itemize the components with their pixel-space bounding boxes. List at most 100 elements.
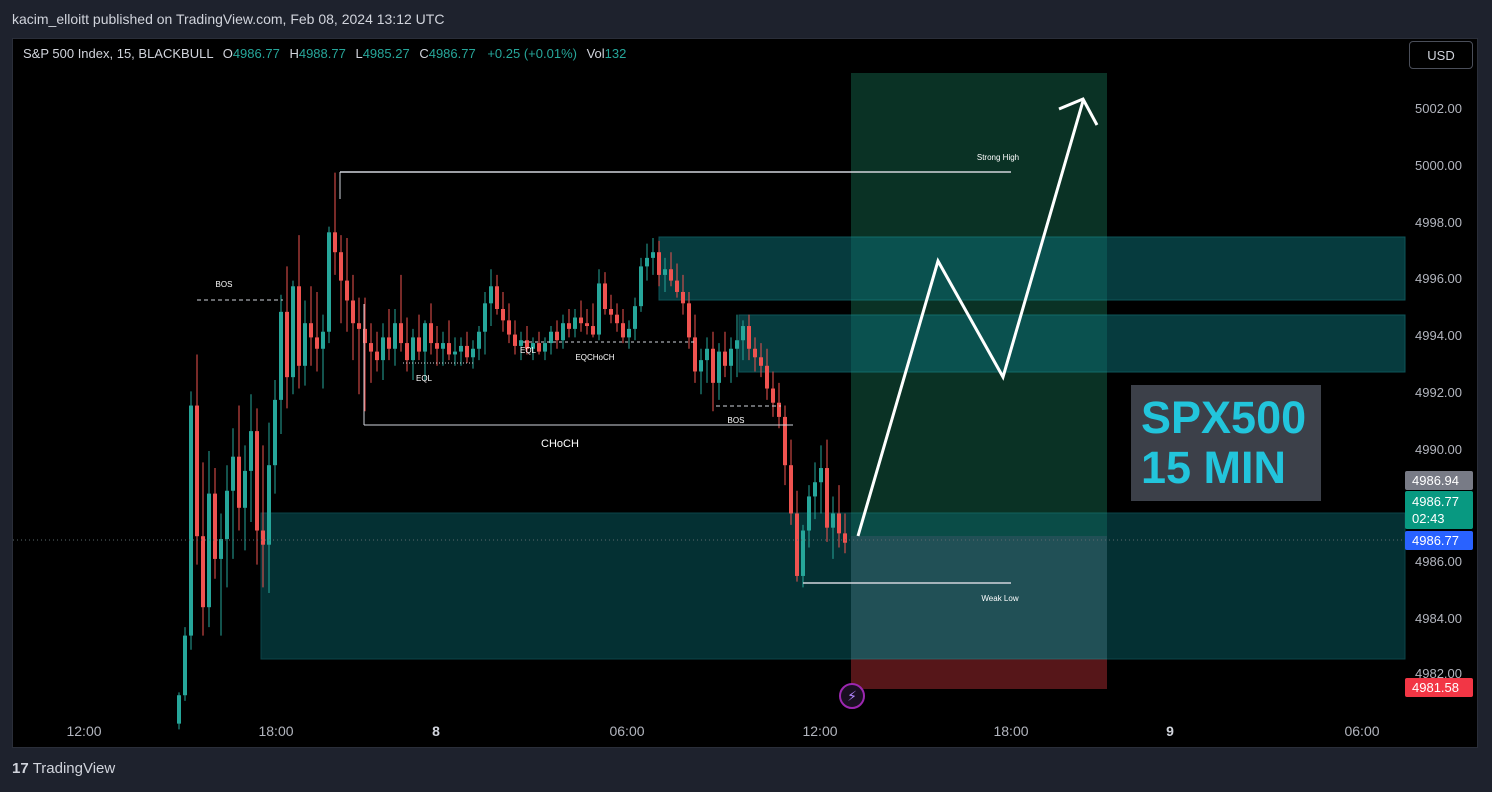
candle bbox=[717, 343, 721, 400]
candle bbox=[195, 354, 199, 565]
time-tick: 18:00 bbox=[258, 723, 294, 739]
candle bbox=[465, 331, 469, 363]
candle bbox=[471, 340, 475, 369]
candle-body bbox=[483, 303, 487, 332]
candle bbox=[741, 320, 745, 361]
candle bbox=[279, 294, 283, 434]
candle bbox=[351, 274, 355, 361]
candle-body bbox=[255, 431, 259, 531]
candle-body bbox=[777, 402, 781, 417]
candle bbox=[519, 331, 523, 361]
candle-body bbox=[477, 331, 481, 349]
low-value: 4985.27 bbox=[362, 46, 410, 61]
candle-body bbox=[177, 695, 181, 724]
publish-info: kacim_elloitt published on TradingView.c… bbox=[12, 11, 445, 27]
candle bbox=[651, 238, 655, 275]
candle-body bbox=[597, 283, 601, 335]
candle bbox=[837, 485, 841, 548]
candle bbox=[555, 320, 559, 349]
price-tick: 4992.00 bbox=[1415, 385, 1462, 400]
candle bbox=[789, 439, 793, 525]
lightning-icon[interactable]: ⚡ bbox=[839, 683, 865, 709]
candle bbox=[573, 309, 577, 338]
price-tick: 4990.00 bbox=[1415, 442, 1462, 457]
candle-body bbox=[411, 337, 415, 361]
candle bbox=[405, 317, 409, 372]
candle bbox=[687, 291, 691, 349]
candle bbox=[747, 314, 751, 361]
candle-body bbox=[285, 311, 289, 378]
candle-body bbox=[789, 465, 793, 514]
price-tick: 4994.00 bbox=[1415, 328, 1462, 343]
candle-body bbox=[513, 334, 517, 346]
candle bbox=[297, 235, 301, 389]
candle-body bbox=[351, 300, 355, 324]
candle bbox=[237, 405, 241, 531]
candle bbox=[645, 243, 649, 281]
candle bbox=[249, 394, 253, 522]
candle bbox=[795, 490, 799, 582]
candle-body bbox=[267, 465, 271, 545]
crosshair-price-label: 4986.94 bbox=[1405, 471, 1473, 490]
candle bbox=[501, 291, 505, 332]
candle-body bbox=[549, 331, 553, 344]
candle bbox=[423, 320, 427, 380]
footer-brand[interactable]: 17 TradingView bbox=[12, 760, 115, 777]
candle-body bbox=[195, 405, 199, 537]
candle-body bbox=[225, 490, 229, 540]
candle-body bbox=[525, 340, 529, 349]
candle bbox=[675, 263, 679, 298]
candle-body bbox=[357, 323, 361, 329]
candle-body bbox=[543, 343, 547, 352]
candle-body bbox=[747, 326, 751, 349]
candle-body bbox=[381, 337, 385, 361]
candle-body bbox=[453, 351, 457, 355]
candle bbox=[633, 297, 637, 341]
candle-body bbox=[279, 311, 283, 400]
candle bbox=[807, 485, 811, 548]
candle-body bbox=[315, 337, 319, 349]
candle-body bbox=[243, 470, 247, 508]
candle-body bbox=[405, 343, 409, 361]
candle bbox=[723, 331, 727, 378]
currency-button[interactable]: USD bbox=[1409, 41, 1473, 69]
candle-body bbox=[591, 326, 595, 335]
candle bbox=[285, 266, 289, 409]
candle bbox=[561, 314, 565, 349]
chart-pane[interactable]: S&P 500 Index, 15, BLACKBULL O4986.77 H4… bbox=[12, 38, 1478, 748]
candle-body bbox=[297, 286, 301, 366]
candle-body bbox=[273, 399, 277, 466]
candle-body bbox=[843, 533, 847, 543]
candle-body bbox=[237, 456, 241, 508]
candle bbox=[705, 337, 709, 383]
candle-body bbox=[375, 351, 379, 361]
candle bbox=[189, 391, 193, 650]
open-key: O bbox=[222, 46, 233, 61]
candle-body bbox=[369, 343, 373, 352]
chart-canvas[interactable] bbox=[13, 39, 1478, 748]
candle-body bbox=[501, 309, 505, 321]
candle bbox=[819, 445, 823, 514]
supply-zone bbox=[738, 314, 1406, 373]
candle bbox=[321, 314, 325, 389]
price-tick: 4982.00 bbox=[1415, 666, 1462, 681]
candle bbox=[693, 314, 697, 383]
candle-body bbox=[447, 343, 451, 355]
candle-body bbox=[819, 468, 823, 483]
candle-body bbox=[507, 320, 511, 335]
candle bbox=[327, 226, 331, 344]
price-tick: 5000.00 bbox=[1415, 158, 1462, 173]
candle-body bbox=[417, 337, 421, 352]
candle-body bbox=[429, 323, 433, 344]
change-value: +0.25 (+0.01%) bbox=[487, 46, 577, 61]
projection-arrowhead bbox=[1058, 97, 1099, 126]
candle bbox=[291, 280, 295, 395]
overlay-symbol: SPX500 bbox=[1141, 392, 1307, 443]
time-tick: 12:00 bbox=[802, 723, 838, 739]
candle-body bbox=[645, 257, 649, 267]
candle-body bbox=[621, 323, 625, 338]
candle bbox=[357, 297, 361, 395]
time-tick: 8 bbox=[432, 723, 440, 739]
eqchoch-label: EQCHoCH bbox=[575, 353, 615, 362]
candle bbox=[615, 303, 619, 332]
